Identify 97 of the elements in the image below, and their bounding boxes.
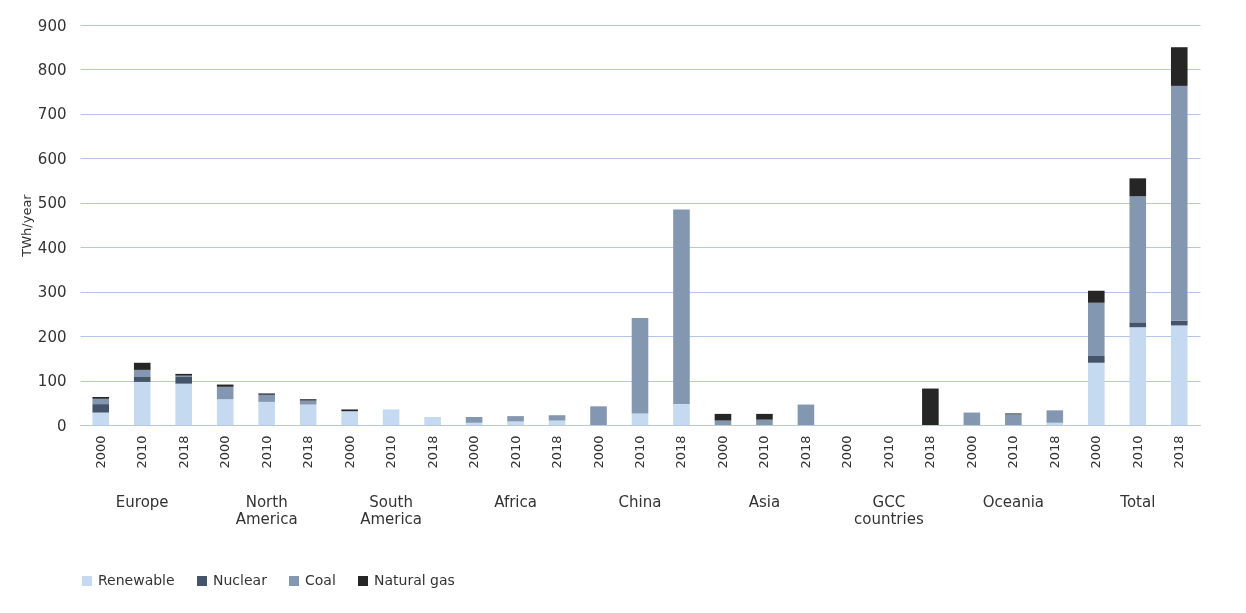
bar: [714, 413, 732, 421]
text: Total: [1119, 493, 1156, 511]
y-axis-title: TWh/year: [18, 193, 34, 258]
bar: [258, 401, 275, 425]
y-tick-label: 0: [56, 416, 67, 435]
bar: [424, 417, 441, 425]
y-tick-label: 300: [37, 283, 67, 302]
x-tick-label: 2018: [922, 435, 938, 469]
text: Africa: [494, 493, 537, 511]
x-tick-label: 2018: [797, 435, 813, 469]
bar: [1088, 362, 1105, 425]
text: Asia: [748, 493, 781, 511]
x-tick-label: 2000: [217, 435, 233, 469]
bar: [133, 377, 151, 382]
x-tick-label: 2000: [92, 435, 108, 469]
x-tick-label: 2010: [756, 435, 772, 469]
bar: [133, 381, 151, 425]
bar: [963, 412, 981, 425]
bar: [299, 400, 317, 405]
y-tick-label: 500: [37, 194, 67, 213]
x-tick-label: 2018: [300, 435, 316, 469]
bar: [797, 404, 815, 425]
x-tick-label: 2010: [134, 435, 150, 469]
bar: [92, 412, 110, 425]
x-tick-label: 2000: [839, 435, 855, 469]
x-tick-label: 2000: [1088, 435, 1104, 469]
legend-label: Nuclear: [213, 572, 268, 588]
x-tick-label: 2010: [258, 435, 274, 469]
bar: [673, 209, 690, 405]
x-tick-label: 2000: [590, 435, 606, 469]
bar: [507, 416, 524, 422]
bar: [1170, 47, 1188, 86]
bar: [382, 409, 400, 425]
bar: [548, 415, 566, 421]
bar: [341, 411, 358, 425]
bar: [216, 399, 234, 425]
bar: [507, 421, 524, 425]
x-tick-label: 2018: [175, 435, 191, 469]
y-tick-label: 700: [37, 105, 67, 124]
bar: [673, 404, 690, 425]
bar: [590, 406, 607, 425]
bar: [922, 388, 939, 425]
bar: [175, 377, 192, 384]
x-tick-label: 2010: [383, 435, 399, 469]
x-tick-label: 2010: [1005, 435, 1021, 469]
x-tick-label: 2010: [880, 435, 896, 469]
y-tick-label: 900: [37, 16, 67, 35]
bar: [1005, 414, 1022, 425]
bar: [465, 417, 483, 423]
bar: [756, 413, 773, 420]
y-tick-label: 600: [37, 149, 67, 168]
legend-label: Renewable: [98, 572, 175, 588]
bar: [756, 419, 773, 425]
text: South America: [360, 493, 423, 528]
bar: [299, 404, 317, 425]
bar: [631, 317, 649, 414]
x-tick-label: 2000: [963, 435, 979, 469]
x-tick-label: 2018: [1171, 435, 1187, 469]
legend-label: Coal: [305, 572, 336, 588]
bar: [175, 383, 192, 425]
x-tick-label: 2010: [507, 435, 523, 469]
text: Oceania: [982, 493, 1045, 511]
legend-label: Natural gas: [374, 572, 455, 588]
bar: [92, 398, 110, 405]
bar: [1129, 322, 1147, 328]
x-tick-label: 2000: [341, 435, 357, 469]
bar: [1170, 325, 1188, 425]
bar: [1170, 85, 1188, 321]
bar: [1129, 178, 1147, 197]
x-tick-label: 2018: [424, 435, 440, 469]
bar: [216, 386, 234, 400]
bar: [1046, 410, 1064, 423]
text: North America: [235, 493, 298, 528]
x-tick-label: 2010: [1129, 435, 1145, 469]
x-tick-label: 2018: [673, 435, 689, 469]
text: China: [618, 493, 662, 511]
bar: [1129, 196, 1147, 323]
bar: [133, 362, 151, 370]
x-tick-label: 2010: [632, 435, 647, 469]
y-tick-label: 200: [37, 327, 67, 346]
y-tick-label: 100: [37, 372, 67, 391]
bar: [133, 369, 151, 377]
x-tick-label: 2018: [1046, 435, 1062, 469]
y-tick-label: 800: [37, 60, 67, 79]
bar: [258, 394, 275, 402]
y-tick-label: 400: [37, 238, 67, 257]
bar: [1088, 302, 1105, 357]
x-tick-label: 2018: [549, 435, 565, 469]
bar: [1088, 290, 1105, 303]
x-tick-label: 2000: [714, 435, 730, 469]
text: GCC countries: [854, 493, 924, 528]
bar: [92, 404, 110, 413]
bar: [1088, 356, 1105, 363]
bar: [1129, 327, 1147, 425]
text: Europe: [115, 493, 169, 511]
x-tick-label: 2000: [466, 435, 482, 469]
bar: [631, 413, 649, 425]
